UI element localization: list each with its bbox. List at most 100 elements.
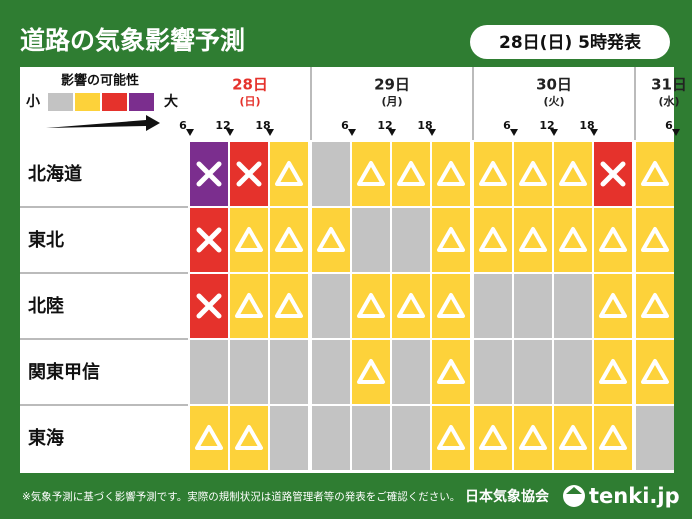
triangle-symbol	[235, 293, 263, 318]
triangle-symbol	[599, 359, 627, 384]
triangle-symbol	[599, 425, 627, 450]
hour-label: 18	[417, 119, 432, 132]
region-label: 東北	[28, 229, 64, 251]
triangle-symbol	[479, 227, 507, 252]
forecast-cell	[392, 406, 430, 470]
forecast-cell	[270, 208, 308, 272]
legend-title: 影響の可能性	[61, 73, 139, 89]
forecast-cell	[554, 340, 592, 404]
hour-label: 12	[377, 119, 392, 132]
triangle-symbol	[275, 161, 303, 186]
hour-label: 18	[579, 119, 594, 132]
forecast-cell	[312, 406, 350, 470]
region-label: 北陸	[28, 295, 64, 317]
forecast-cell	[636, 340, 674, 404]
forecast-cell	[352, 340, 390, 404]
footer-brand: tenki.jp	[589, 484, 680, 508]
hour-marker	[510, 129, 518, 136]
hour-label: 12	[539, 119, 554, 132]
triangle-symbol	[641, 161, 669, 186]
legend-swatch	[48, 93, 73, 111]
hour-marker	[388, 129, 396, 136]
forecast-cell	[514, 142, 552, 206]
triangle-symbol	[275, 227, 303, 252]
triangle-symbol	[641, 227, 669, 252]
forecast-cell	[392, 208, 430, 272]
day-separator	[310, 67, 312, 140]
issued-badge	[470, 25, 670, 59]
forecast-cell	[514, 406, 552, 470]
region-label: 北海道	[28, 163, 82, 185]
hour-label: 18	[255, 119, 270, 132]
day-weekday: (火)	[543, 95, 564, 108]
forecast-cell	[190, 340, 228, 404]
forecast-cell	[474, 142, 512, 206]
forecast-cell	[230, 406, 268, 470]
day-date: 30日	[536, 76, 572, 94]
triangle-symbol	[235, 227, 263, 252]
day-separator	[472, 67, 474, 140]
cross-symbol	[600, 161, 626, 187]
forecast-cell	[312, 274, 350, 338]
footer-org: 日本気象協会	[465, 488, 550, 505]
triangle-symbol	[317, 227, 345, 252]
forecast-cell	[190, 406, 228, 470]
forecast-cell	[594, 208, 632, 272]
forecast-cell	[474, 208, 512, 272]
brand-icon-roof	[566, 487, 582, 494]
triangle-symbol	[397, 161, 425, 186]
legend-swatch	[102, 93, 127, 111]
forecast-cell	[554, 142, 592, 206]
legend-swatch	[129, 93, 154, 111]
forecast-cell	[230, 340, 268, 404]
forecast-cell	[352, 406, 390, 470]
day-weekday: (月)	[381, 95, 402, 108]
cross-symbol	[196, 227, 222, 253]
triangle-symbol	[599, 227, 627, 252]
legend-high: 大	[164, 93, 178, 110]
day-weekday: (日)	[239, 95, 260, 108]
triangle-symbol	[397, 293, 425, 318]
triangle-symbol	[357, 359, 385, 384]
forecast-cell	[270, 406, 308, 470]
title: 道路の気象影響予測	[20, 26, 245, 55]
forecast-cell	[554, 274, 592, 338]
hour-label: 6	[665, 119, 673, 132]
hour-label: 6	[341, 119, 349, 132]
forecast-cell	[594, 274, 632, 338]
cross-symbol	[196, 161, 222, 187]
forecast-cell	[514, 274, 552, 338]
forecast-cell	[432, 142, 470, 206]
forecast-cell	[230, 274, 268, 338]
day-weekday: (水)	[658, 94, 679, 108]
triangle-symbol	[641, 359, 669, 384]
hour-marker	[348, 129, 356, 136]
forecast-cell	[554, 208, 592, 272]
hour-marker	[266, 129, 274, 136]
forecast-cell	[432, 340, 470, 404]
forecast-cell	[432, 274, 470, 338]
triangle-symbol	[559, 227, 587, 252]
forecast-cell	[474, 406, 512, 470]
hour-marker	[590, 129, 598, 136]
triangle-symbol	[437, 227, 465, 252]
forecast-cell	[352, 142, 390, 206]
forecast-cell	[636, 274, 674, 338]
forecast-cell	[474, 274, 512, 338]
region-label: 東海	[28, 427, 64, 449]
triangle-symbol	[437, 359, 465, 384]
legend-arrow	[46, 115, 160, 131]
forecast-cell	[270, 274, 308, 338]
forecast-cell	[474, 340, 512, 404]
hour-label: 6	[179, 119, 187, 132]
triangle-symbol	[559, 425, 587, 450]
triangle-symbol	[479, 425, 507, 450]
forecast-cell	[312, 340, 350, 404]
day-date: 28日	[232, 76, 268, 94]
triangle-symbol	[519, 425, 547, 450]
triangle-symbol	[437, 425, 465, 450]
triangle-symbol	[479, 161, 507, 186]
region-label: 関東甲信	[28, 361, 100, 383]
forecast-cell	[636, 406, 674, 470]
